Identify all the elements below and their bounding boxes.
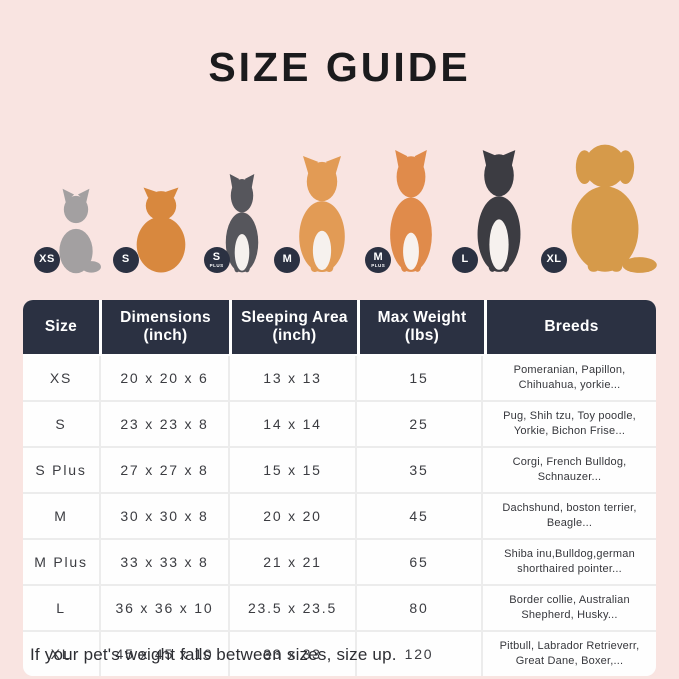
pet-figure-pomeranian: S (112, 186, 199, 274)
cell-sleeping-area: 23.5 x 23.5 (230, 586, 355, 630)
cell-max-weight: 65 (357, 540, 481, 584)
column-header-breeds: Breeds (487, 300, 656, 354)
pet-figure-corgi: M (274, 156, 360, 274)
size-badge-label: XS (39, 253, 55, 265)
cat-illustration (59, 188, 101, 274)
size-badge-m-plus: M PLUS (365, 247, 392, 273)
column-header-sleeping-area: Sleeping Area (inch) (232, 300, 357, 354)
size-badge-label: S (212, 250, 221, 263)
cell-breeds: Pomeranian, Papillon, Chihuahua, yorkie.… (483, 356, 656, 400)
cell-sleeping-area: 15 x 15 (230, 448, 355, 492)
size-badge-s-plus: S PLUS (203, 247, 230, 273)
cell-sleeping-area: 21 x 21 (230, 540, 355, 584)
cell-size: M (23, 494, 99, 538)
size-table-header: Size Dimensions (inch) Sleeping Area (in… (23, 300, 656, 354)
cell-size: M Plus (23, 540, 99, 584)
cell-sleeping-area: 13 x 13 (230, 356, 355, 400)
pet-figure-cat: XS (34, 188, 108, 274)
cell-breeds: Border collie, Australian Shepherd, Husk… (483, 586, 656, 630)
size-table-body: XS 20 x 20 x 6 13 x 13 15 Pomeranian, Pa… (23, 356, 656, 676)
size-badge-label: L (461, 253, 469, 265)
pet-figure-border-collie: L (452, 148, 536, 274)
column-header-dimensions: Dimensions (inch) (102, 300, 229, 354)
footnote: If your pet's weight falls between sizes… (30, 645, 397, 664)
cell-dimensions: 27 x 27 x 8 (101, 448, 228, 492)
cell-sleeping-area: 14 x 14 (230, 402, 355, 446)
french-bulldog-illustration (225, 174, 258, 273)
pet-figure-french-bulldog: S PLUS (203, 174, 270, 274)
pet-figure-shiba-inu: M PLUS (365, 150, 447, 274)
size-badge-label: XL (546, 253, 562, 265)
cell-dimensions: 30 x 30 x 8 (101, 494, 228, 538)
cell-max-weight: 80 (357, 586, 481, 630)
cell-dimensions: 36 x 36 x 10 (101, 586, 228, 630)
corgi-illustration (299, 156, 346, 273)
size-badge-label: S (121, 253, 130, 265)
border-collie-illustration (477, 150, 521, 272)
size-badge-s: S (112, 247, 139, 273)
size-badge-xs: XS (34, 247, 60, 273)
cell-size: S Plus (23, 448, 99, 492)
cell-breeds: Pitbull, Labrador Retrieverr, Great Dane… (483, 632, 656, 676)
cell-max-weight: 120 (357, 632, 481, 676)
cell-max-weight: 15 (357, 356, 481, 400)
cell-breeds: Pug, Shih tzu, Toy poodle, Yorkie, Bicho… (483, 402, 656, 446)
size-badge-xl: XL (540, 247, 567, 273)
cell-size: XS (23, 356, 99, 400)
shiba-inu-illustration (390, 150, 433, 272)
cell-max-weight: 45 (357, 494, 481, 538)
pets-row: XS S S PLUS (34, 136, 659, 274)
size-badge-sublabel: PLUS (371, 262, 386, 268)
cell-dimensions: 33 x 33 x 8 (101, 540, 228, 584)
column-header-size: Size (23, 300, 99, 354)
column-header-max-weight: Max Weight (lbs) (360, 300, 484, 354)
cell-breeds: Shiba inu,Bulldog,german shorthaired poi… (483, 540, 656, 584)
size-badge-label: M (282, 253, 293, 265)
cell-sleeping-area: 20 x 20 (230, 494, 355, 538)
cell-size: XL (23, 632, 99, 676)
cell-breeds: Dachshund, boston terrier, Beagle... (483, 494, 656, 538)
pomeranian-illustration (136, 187, 186, 273)
size-badge-l: L (452, 247, 479, 273)
cell-dimensions: 45 x 45 x 10 (101, 632, 228, 676)
cell-size: L (23, 586, 99, 630)
cell-sleeping-area: 33 x 33 (230, 632, 355, 676)
size-badge-m: M (274, 247, 301, 273)
cell-max-weight: 25 (357, 402, 481, 446)
cell-max-weight: 35 (357, 448, 481, 492)
cell-size: S (23, 402, 99, 446)
size-badge-label: M (373, 250, 384, 263)
size-badge-sublabel: PLUS (209, 262, 224, 268)
golden-retriever-illustration (571, 144, 657, 273)
cell-dimensions: 20 x 20 x 6 (101, 356, 228, 400)
pet-figure-golden-retriever: XL (540, 139, 659, 274)
page-title: SIZE GUIDE (208, 44, 471, 90)
cell-dimensions: 23 x 23 x 8 (101, 402, 228, 446)
size-table: Size Dimensions (inch) Sleeping Area (in… (23, 300, 656, 676)
cell-breeds: Corgi, French Bulldog, Schnauzer... (483, 448, 656, 492)
